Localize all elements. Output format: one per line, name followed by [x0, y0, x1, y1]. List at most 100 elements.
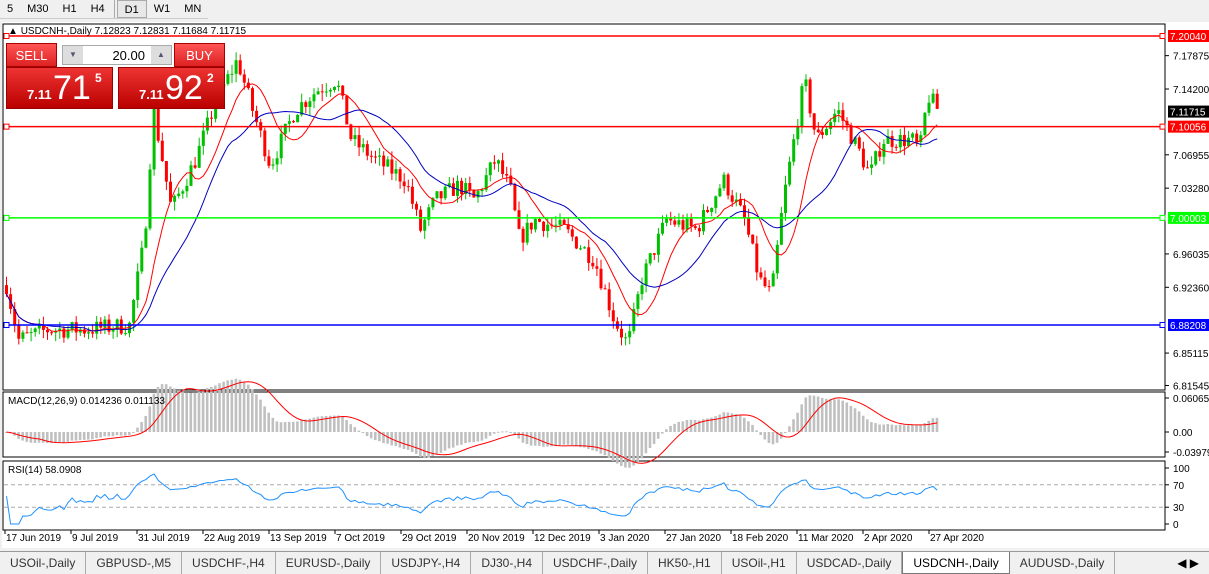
rsi-tick-label: 30: [1173, 503, 1185, 514]
collapse-triangle-icon[interactable]: ▲: [8, 26, 18, 37]
macd-histogram-bar: [521, 432, 525, 443]
line-handle: [3, 123, 10, 130]
macd-histogram-bar: [148, 406, 152, 432]
macd-histogram-bar: [283, 422, 287, 432]
macd-histogram-bar: [923, 423, 926, 432]
rsi-tick-label: 70: [1173, 481, 1185, 492]
macd-histogram-bar: [693, 419, 697, 432]
timeframe-h1[interactable]: H1: [62, 3, 77, 15]
sell-price[interactable]: 7.11 71 5: [6, 67, 113, 109]
chart-tab[interactable]: AUDUSD-,Daily: [1010, 552, 1116, 574]
timeframe-5[interactable]: 5: [7, 3, 14, 15]
chart-canvas[interactable]: 7.17875 7.14200 7.06955 7.03280 6.96035 6.923…: [2, 22, 1209, 548]
chart-tab[interactable]: USDCHF-,Daily: [543, 552, 648, 574]
macd-histogram-bar: [91, 432, 94, 440]
lot-size-stepper[interactable]: ▼ 20.00 ▲: [62, 45, 172, 65]
timeframe-mn[interactable]: MN: [184, 3, 202, 15]
macd-histogram-bar: [751, 424, 754, 432]
chart-window[interactable]: 7.17875 7.14200 7.06955 7.03280 6.96035 6.923…: [2, 22, 1209, 548]
timeframe-m30[interactable]: M30: [27, 3, 49, 15]
macd-histogram-bar: [501, 431, 504, 433]
price-label-bg: [1168, 211, 1209, 224]
macd-histogram-bar: [443, 432, 447, 451]
candle-body: [345, 95, 349, 125]
candle-body: [136, 271, 140, 301]
lot-value[interactable]: 20.00: [112, 48, 145, 63]
macd-histogram-bar: [902, 425, 906, 432]
symbol-ohlc: USDCNH-,Daily 7.12823 7.12831 7.11684 7.…: [20, 26, 247, 37]
macd-histogram-bar: [841, 400, 844, 432]
candle-body: [374, 156, 377, 158]
candle-body: [492, 162, 496, 164]
date-label: 3 Jan 2020: [600, 533, 650, 544]
candle-body: [410, 186, 414, 204]
macd-histogram-bar: [681, 421, 685, 432]
macd-histogram-bar: [156, 387, 160, 432]
candle-body: [423, 219, 427, 231]
candle-body: [890, 136, 894, 147]
candle-body: [767, 286, 771, 288]
macd-histogram-bar: [898, 424, 902, 432]
decrease-lot-icon[interactable]: ▼: [63, 46, 83, 64]
macd-histogram-bar: [169, 386, 172, 432]
macd-histogram-bar: [361, 432, 365, 434]
chart-tab[interactable]: USDCNH-,Daily: [902, 552, 1010, 574]
candle-body: [484, 175, 488, 190]
macd-histogram-bar: [796, 412, 799, 432]
candle-body: [41, 324, 45, 330]
chart-tab[interactable]: USOil-,Daily: [0, 552, 87, 574]
macd-histogram-bar: [755, 430, 758, 432]
price-tick-label: 6.81545: [1173, 381, 1209, 392]
candle-body: [763, 277, 767, 287]
macd-histogram-bar: [788, 426, 791, 432]
chart-tab[interactable]: GBPUSD-,M5: [86, 552, 183, 574]
tab-scroll-arrows[interactable]: ◀ ▶: [1177, 556, 1199, 570]
candle-body: [759, 272, 763, 278]
macd-histogram-bar: [697, 420, 701, 432]
candle-body: [316, 91, 320, 95]
candle-body: [886, 136, 890, 144]
sell-button[interactable]: SELL: [6, 43, 57, 67]
macd-histogram-bar: [492, 432, 496, 434]
candle-body: [394, 169, 398, 174]
chart-tab[interactable]: USOil-,H1: [722, 552, 797, 574]
candle-body: [210, 117, 213, 119]
candle-body: [447, 183, 451, 187]
candle-body: [62, 328, 66, 338]
candle-body: [238, 60, 242, 75]
candle-body: [29, 332, 33, 334]
macd-histogram-bar: [300, 419, 303, 432]
chart-tab[interactable]: EURUSD-,Daily: [276, 552, 382, 574]
candle-body: [177, 193, 181, 197]
candle-body: [103, 319, 107, 328]
buy-button[interactable]: BUY: [174, 43, 225, 67]
buy-price[interactable]: 7.11 92 2: [118, 67, 225, 109]
candle-body: [689, 218, 693, 227]
timeframe-d1[interactable]: D1: [116, 0, 147, 18]
chart-tab[interactable]: USDCAD-,Daily: [797, 552, 903, 574]
candle-body: [283, 123, 287, 134]
chart-tab[interactable]: USDJPY-,H4: [381, 552, 472, 574]
macd-tick-label: -0.039792: [1173, 448, 1209, 459]
candle-body: [861, 148, 865, 168]
timeframe-w1[interactable]: W1: [153, 3, 171, 15]
candle-body: [734, 199, 738, 202]
candle-body: [849, 125, 853, 144]
macd-histogram-bar: [46, 432, 49, 443]
candle-body: [443, 186, 447, 199]
macd-histogram-bar: [652, 432, 656, 444]
macd-histogram-bar: [718, 414, 721, 432]
candle-body: [230, 73, 234, 75]
chart-tab[interactable]: DJ30-,H4: [471, 552, 543, 574]
increase-lot-icon[interactable]: ▲: [151, 46, 171, 64]
candle-body: [599, 268, 603, 289]
buy-price-big: 92: [165, 69, 203, 107]
macd-histogram-bar: [583, 432, 586, 448]
chart-tab[interactable]: HK50-,H1: [648, 552, 722, 574]
chart-tab[interactable]: USDCHF-,H4: [182, 552, 276, 574]
macd-histogram-bar: [95, 432, 98, 439]
macd-histogram-bar: [353, 427, 357, 432]
timeframe-h4[interactable]: H4: [90, 3, 105, 15]
macd-histogram-bar: [894, 425, 898, 432]
macd-histogram-bar: [337, 415, 340, 432]
